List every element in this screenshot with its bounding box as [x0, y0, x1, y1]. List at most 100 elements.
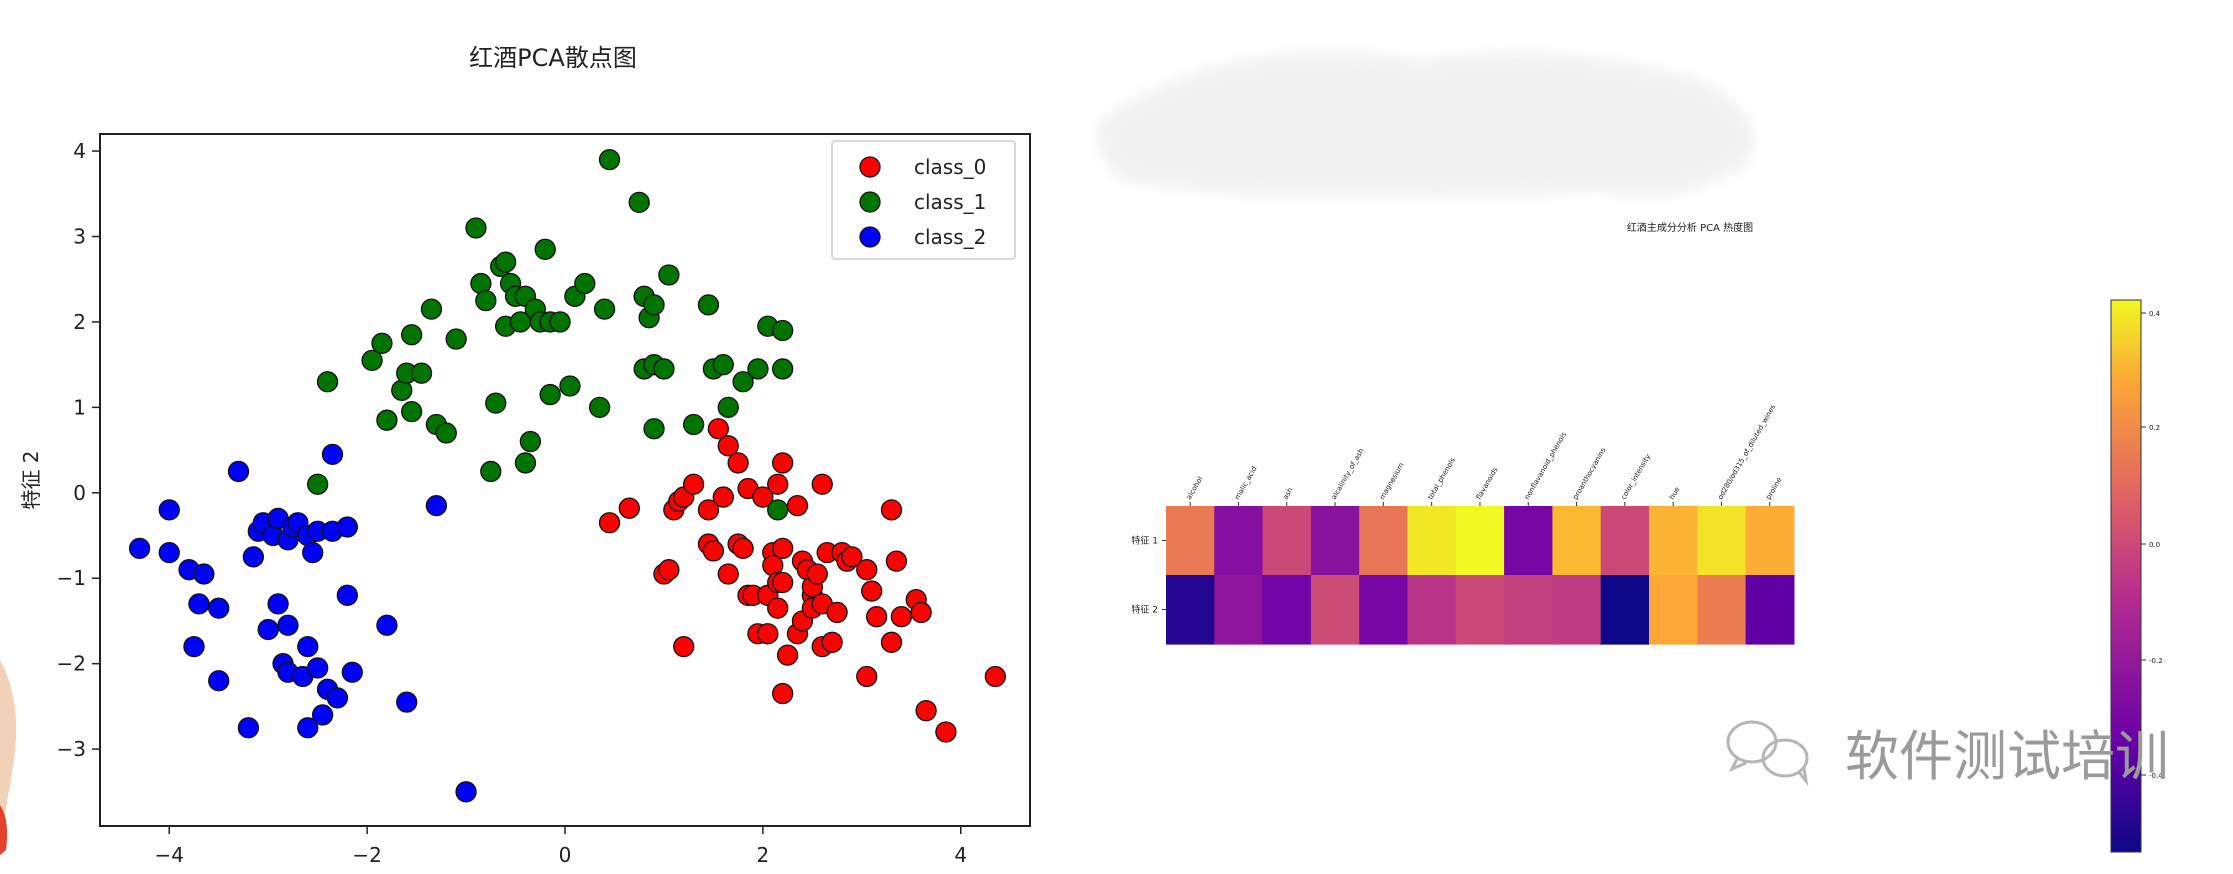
heatmap-col-label: malic_acid — [1233, 465, 1258, 501]
point-class_0 — [786, 494, 809, 517]
point-class_2 — [267, 593, 289, 615]
point-class_1 — [593, 298, 616, 320]
heatmap-cells — [1166, 506, 1795, 645]
point-class_1 — [653, 358, 675, 380]
point-class_1 — [435, 422, 457, 444]
heatmap-cell — [1600, 506, 1650, 576]
point-class_2 — [307, 657, 329, 679]
point-class_0 — [767, 597, 789, 619]
legend-label-class_0: class_0 — [914, 155, 986, 179]
heatmap-cell — [1166, 575, 1215, 645]
colorbar-tick-label: 0.4 — [2149, 310, 2161, 318]
point-class_2 — [208, 670, 230, 692]
point-class_2 — [183, 635, 205, 658]
point-class_1 — [485, 392, 507, 414]
heatmap-cell — [1697, 575, 1747, 645]
point-class_1 — [480, 460, 502, 483]
point-class_0 — [717, 563, 739, 585]
point-class_0 — [717, 435, 739, 457]
point-class_2 — [297, 635, 319, 658]
heatmap-cell — [1359, 506, 1409, 576]
point-class_1 — [494, 251, 517, 273]
x-tick-label: −2 — [352, 843, 381, 867]
point-class_2 — [188, 593, 210, 615]
point-class_0 — [772, 571, 794, 594]
heatmap-col-label: alcalinity_of_ash — [1330, 447, 1366, 501]
colorbar-tick-label: -0.4 — [2149, 772, 2163, 780]
y-tick-label: −3 — [57, 737, 86, 761]
heatmap-cell — [1552, 575, 1602, 645]
point-class_0 — [752, 486, 774, 508]
wechat-logo-icon — [1726, 720, 1809, 787]
point-class_0 — [811, 473, 833, 495]
point-class_0 — [856, 665, 878, 688]
scatter-title: 红酒PCA散点图 — [469, 44, 637, 72]
point-class_2 — [321, 443, 344, 466]
point-class_2 — [277, 614, 299, 636]
heatmap-cell — [1649, 506, 1698, 576]
colorbar-ticks: 0.4 0.2 0.0 -0.2 -0.4 — [2141, 310, 2163, 780]
scatter-points — [128, 148, 1007, 803]
point-class_0 — [984, 665, 1007, 688]
legend-marker-class_2 — [859, 226, 881, 248]
point-class_1 — [445, 328, 467, 350]
point-class_0 — [772, 452, 794, 474]
point-class_2 — [326, 687, 349, 709]
point-class_1 — [400, 324, 423, 346]
heatmap-cell — [1649, 575, 1698, 645]
point-class_0 — [910, 601, 932, 624]
point-class_0 — [598, 512, 621, 534]
point-class_2 — [193, 563, 215, 585]
point-class_0 — [776, 644, 799, 666]
point-class_1 — [420, 298, 443, 320]
heatmap-row-label: 特征 1 — [1131, 535, 1158, 547]
point-class_0 — [806, 563, 828, 585]
point-class_0 — [880, 499, 903, 521]
point-class_0 — [772, 682, 794, 705]
point-class_1 — [588, 396, 611, 419]
point-class_1 — [410, 362, 433, 384]
point-class_1 — [717, 396, 739, 419]
legend-label-class_1: class_1 — [914, 190, 986, 214]
legend-marker-class_0 — [859, 156, 881, 178]
point-class_2 — [227, 460, 250, 483]
point-class_1 — [747, 358, 769, 380]
point-class_0 — [915, 700, 937, 722]
point-class_0 — [673, 635, 695, 658]
heatmap-cell — [1262, 575, 1312, 645]
heatmap-col-label: alcohol — [1185, 475, 1204, 501]
point-class_2 — [257, 618, 279, 641]
point-class_1 — [549, 311, 571, 333]
heatmap-cell — [1262, 506, 1312, 576]
point-class_0 — [697, 499, 720, 521]
x-tick-label: −4 — [155, 843, 184, 867]
point-class_1 — [475, 289, 497, 312]
point-class_2 — [297, 717, 319, 739]
heatmap-cell — [1504, 575, 1553, 645]
point-class_0 — [865, 606, 888, 628]
heatmap-col-label: od280/od315_of_diluted_wines — [1716, 403, 1777, 501]
point-class_1 — [371, 332, 393, 354]
point-class_0 — [880, 631, 903, 653]
heatmap-title: 红酒主成分分析 PCA 热度图 — [1627, 221, 1753, 234]
legend-marker-class_1 — [859, 191, 881, 213]
point-class_2 — [302, 541, 324, 564]
point-class_2 — [208, 597, 230, 619]
point-class_0 — [935, 721, 957, 743]
x-tick-label: 2 — [757, 843, 770, 867]
point-class_1 — [574, 272, 596, 295]
heatmap-cell — [1745, 575, 1795, 645]
point-class_0 — [682, 473, 705, 495]
point-class_1 — [767, 499, 789, 521]
y-tick-label: 2 — [73, 310, 86, 334]
heatmap-col-label: nonflavanoid_phenols — [1523, 431, 1568, 501]
point-class_2 — [158, 499, 180, 521]
heatmap-cell — [1359, 575, 1409, 645]
x-axis: −4 −2 0 2 4 — [155, 826, 967, 867]
point-class_1 — [514, 452, 537, 474]
point-class_0 — [821, 631, 843, 653]
point-class_0 — [618, 497, 640, 519]
point-class_1 — [400, 401, 423, 423]
point-class_0 — [767, 473, 789, 495]
